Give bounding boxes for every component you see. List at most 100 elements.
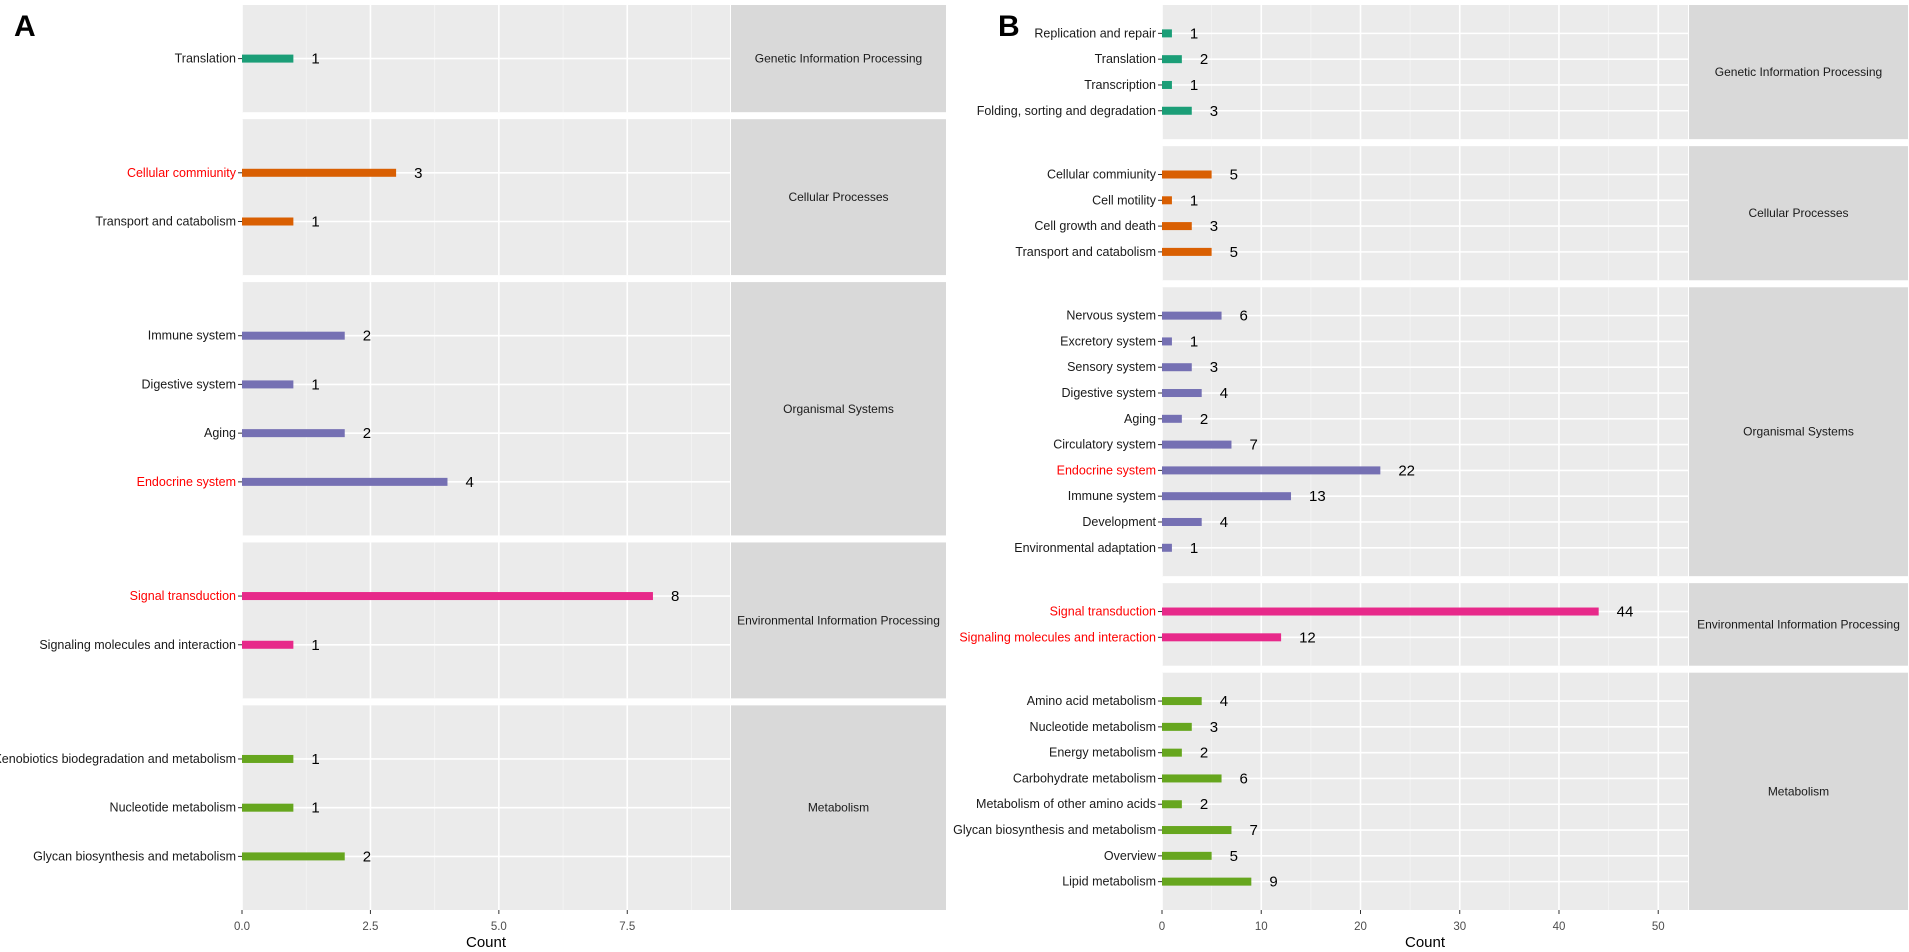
bar <box>1162 29 1172 38</box>
facet-strip-label: Organismal Systems <box>783 402 894 416</box>
value-label: 1 <box>1190 192 1198 209</box>
x-tick-label: 20 <box>1354 921 1367 933</box>
bar <box>1162 363 1192 372</box>
value-label: 1 <box>1190 77 1198 94</box>
bar <box>242 592 653 601</box>
value-label: 5 <box>1230 848 1238 865</box>
facet-strip <box>1689 287 1908 577</box>
value-label: 12 <box>1299 629 1316 646</box>
facet-strip <box>731 5 946 113</box>
facet: Genetic Information Processing Replicatio… <box>977 5 1908 140</box>
value-label: 3 <box>1210 218 1218 235</box>
bar <box>1162 170 1212 179</box>
bar <box>1162 774 1222 783</box>
value-label: 2 <box>1200 411 1208 428</box>
category-label: Digestive system <box>1062 386 1156 400</box>
value-label: 9 <box>1269 874 1277 891</box>
bar <box>242 640 294 649</box>
facet-strip <box>1689 583 1908 666</box>
value-label: 2 <box>1200 796 1208 813</box>
facet-strip <box>731 705 946 910</box>
category-label: Transport and catabolism <box>1015 245 1156 259</box>
category-label: Cellular commiunity <box>1047 168 1157 182</box>
bar <box>1162 851 1212 860</box>
category-label: Cell growth and death <box>1034 219 1156 233</box>
facet-strip-label: Environmental Information Processing <box>1697 617 1900 631</box>
facet: Environmental Information Processing Sign… <box>959 583 1908 666</box>
category-label: Transport and catabolism <box>95 215 236 229</box>
bar <box>1162 440 1232 449</box>
category-label: Signaling molecules and interaction <box>959 630 1156 644</box>
bar <box>242 754 294 763</box>
facet: Metabolism Amino acid metabolism 4 Nucleoti… <box>953 672 1908 910</box>
value-label: 2 <box>1200 745 1208 762</box>
value-label: 1 <box>311 376 319 393</box>
value-label: 2 <box>1200 51 1208 68</box>
value-label: 4 <box>1220 385 1228 402</box>
category-label: Sensory system <box>1067 360 1156 374</box>
facet-panel-bg <box>242 119 730 276</box>
category-label: Nervous system <box>1066 309 1156 323</box>
category-label: Overview <box>1104 849 1157 863</box>
value-label: 1 <box>311 51 319 68</box>
bar <box>242 217 294 226</box>
bar <box>1162 80 1172 89</box>
category-label: Circulatory system <box>1053 438 1156 452</box>
bar <box>1162 222 1192 231</box>
bar <box>1162 466 1381 475</box>
value-label: 2 <box>363 425 371 442</box>
value-label: 3 <box>1210 359 1218 376</box>
value-label: 6 <box>1240 308 1248 325</box>
value-label: 1 <box>311 637 319 654</box>
x-axis-title: Count <box>466 934 507 951</box>
facet-strip <box>731 282 946 536</box>
bar <box>1162 517 1202 526</box>
bar <box>1162 543 1172 552</box>
category-label: Immune system <box>1068 489 1156 503</box>
category-label: Energy metabolism <box>1049 746 1156 760</box>
bar <box>1162 633 1282 642</box>
category-label: Glycan biosynthesis and metabolism <box>953 823 1156 837</box>
value-label: 1 <box>311 800 319 817</box>
value-label: 4 <box>1220 514 1228 531</box>
bar <box>242 54 294 63</box>
facet-panel-bg <box>1162 5 1688 140</box>
bar <box>1162 877 1252 886</box>
value-label: 4 <box>1220 693 1228 710</box>
value-label: 44 <box>1617 604 1634 621</box>
bar <box>242 852 345 861</box>
bar <box>242 168 397 177</box>
panel-A: A Genetic Information Processing Translati… <box>0 5 946 951</box>
bar <box>242 380 294 389</box>
bar <box>1162 492 1292 501</box>
value-label: 2 <box>363 848 371 865</box>
panel-tag-B: B <box>998 10 1020 43</box>
x-tick-label: 30 <box>1453 921 1466 933</box>
facet-strip-label: Organismal Systems <box>1743 425 1854 439</box>
facet-panel-bg <box>1162 146 1688 281</box>
facet-strip-label: Metabolism <box>808 801 869 815</box>
facet-panel-bg <box>242 542 730 699</box>
x-tick-label: 7.5 <box>619 921 635 933</box>
value-label: 4 <box>465 474 473 491</box>
bar <box>242 331 345 340</box>
category-label: Xenobiotics biodegradation and metabolis… <box>0 752 236 766</box>
bar <box>1162 722 1192 731</box>
facet: Metabolism Xenobiotics biodegradation and… <box>0 705 946 910</box>
value-label: 2 <box>363 328 371 345</box>
value-label: 5 <box>1230 167 1238 184</box>
x-tick-label: 5.0 <box>491 921 507 933</box>
x-tick-label: 50 <box>1652 921 1665 933</box>
bar <box>1162 826 1232 835</box>
category-label: Digestive system <box>142 377 236 391</box>
category-label: Replication and repair <box>1034 26 1156 40</box>
category-label: Cellular commiunity <box>127 166 237 180</box>
bar <box>1162 247 1212 256</box>
bar <box>1162 389 1202 398</box>
facet-strip <box>1689 672 1908 910</box>
facet-strip-label: Genetic Information Processing <box>1715 65 1882 79</box>
category-label: Translation <box>1095 52 1156 66</box>
facet-strip-label: Genetic Information Processing <box>755 52 922 66</box>
facet: Organismal Systems Nervous system 6 Excreto… <box>1014 287 1908 577</box>
